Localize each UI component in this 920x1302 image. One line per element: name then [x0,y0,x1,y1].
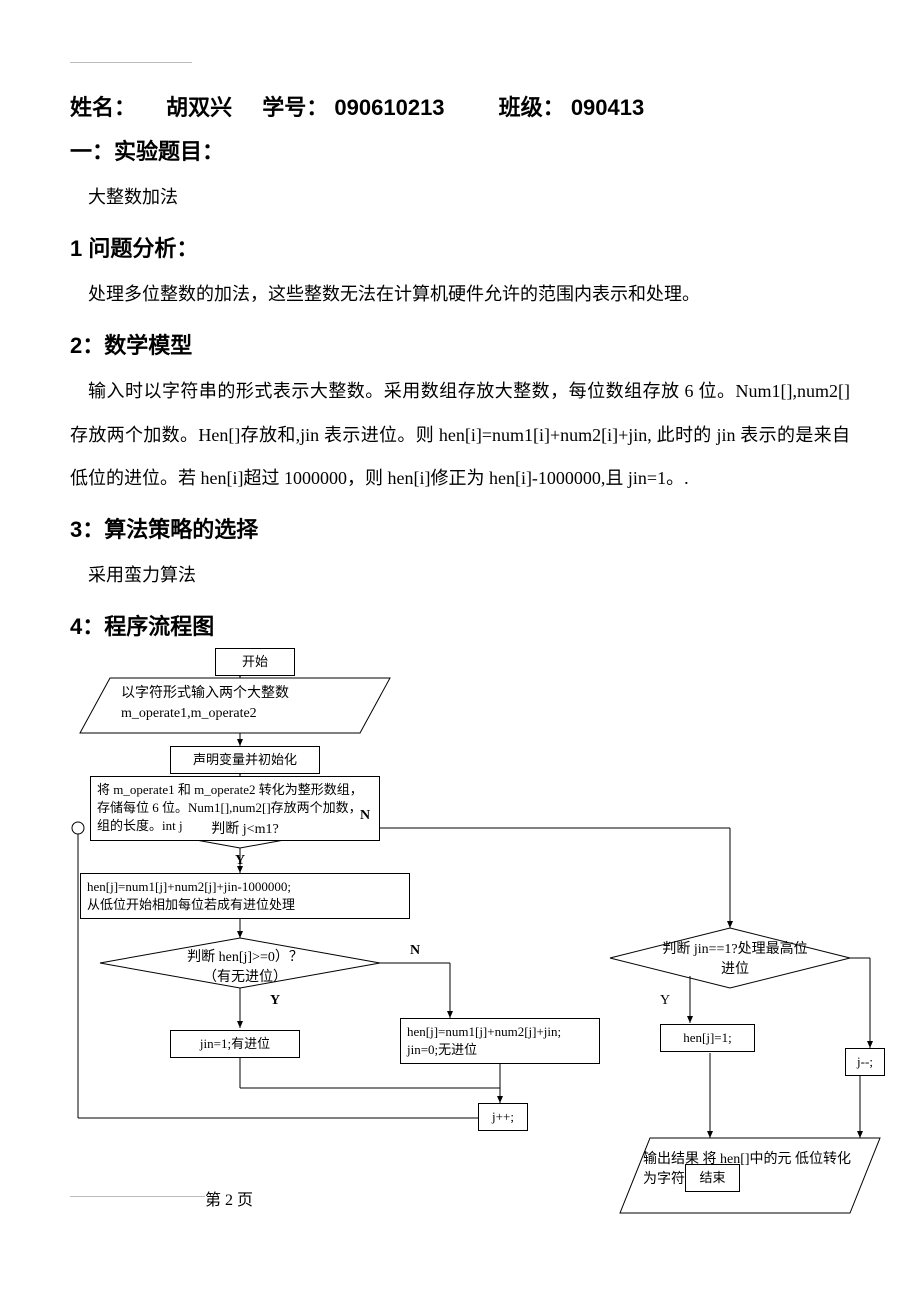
section-4-title: 3：算法策略的选择 [70,512,850,544]
lbl-y3: Y [660,993,670,1009]
lbl-y2: Y [270,993,280,1009]
flow-set-hen: hen[j]=1; [660,1024,755,1052]
page: 姓名： 胡双兴 学号： 090610213 班级： 090413 一：实验题目：… [0,0,920,1302]
section-5-title: 4：程序流程图 [70,609,850,641]
sid-value: 090610213 [334,95,444,120]
flow-input: 以字符形式输入两个大整数 m_operate1,m_operate2 [115,680,350,727]
name-label: 姓名： [70,95,136,120]
flow-calc: hen[j]=num1[j]+num2[j]+jin-1000000; 从低位开… [80,873,410,919]
flow-start: 开始 [215,648,295,676]
doc-header: 姓名： 胡双兴 学号： 090610213 班级： 090413 [70,90,850,122]
flow-output: 输出结果 将 hen[]中的元 低位转化为字符串输出 [643,1148,858,1188]
section-3-title: 2：数学模型 [70,328,850,360]
lbl-y1: Y [235,853,245,869]
lbl-n1: N [360,808,370,824]
class-value: 090413 [571,95,644,120]
flow-no-carry: hen[j]=num1[j]+num2[j]+jin; jin=0;无进位 [400,1018,600,1064]
section-1-title: 一：实验题目： [70,134,850,166]
flowchart: 开始 以字符形式输入两个大整数 m_operate1,m_operate2 声明… [70,658,870,1228]
section-2-title: 1 问题分析： [70,231,850,263]
flow-init: 声明变量并初始化 [170,746,320,774]
flow-yes-carry: jin=1;有进位 [170,1030,300,1058]
sid-label: 学号： [262,95,328,120]
class-label: 班级： [499,95,565,120]
top-rule [70,62,192,63]
flow-inc: j++; [478,1103,528,1131]
flow-end: 结束 [685,1164,740,1192]
name-value: 胡双兴 [166,95,232,120]
flow-dec: j--; [845,1048,885,1076]
flow-cond-j: 判断 j<m1? [200,818,290,838]
section-3-body: 输入时以字符串的形式表示大整数。采用数组存放大整数，每位数组存放 6 位。Num… [70,370,850,500]
footer-rule [70,1196,205,1197]
section-1-body: 大整数加法 [70,176,850,219]
lbl-n2: N [410,943,420,959]
section-4-body: 采用蛮力算法 [70,554,850,597]
flow-cond-carry: 判断 hen[j]>=0）？ （有无进位） [170,946,320,986]
section-2-body: 处理多位整数的加法，这些整数无法在计算机硬件允许的范围内表示和处理。 [70,273,850,316]
page-number: 第 2 页 [205,1186,253,1210]
flow-cond-jin: 判断 jin==1?处理最高位进位 [660,938,810,978]
